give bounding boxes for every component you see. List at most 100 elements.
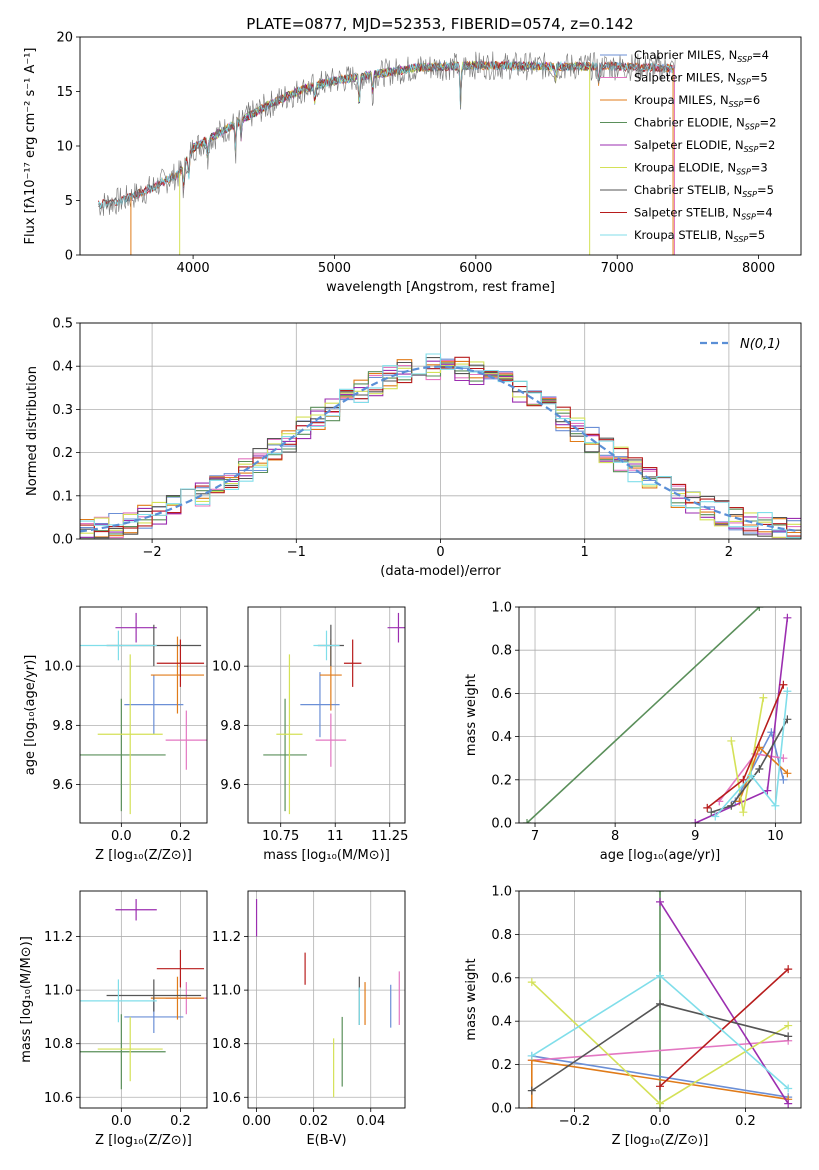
weight-marker-chabrier_elodie	[656, 891, 664, 895]
plot-area	[80, 612, 207, 815]
x-tick-label: 5000	[318, 261, 351, 276]
model-line-chabrier_stelib	[98, 60, 674, 210]
errorbar-salpeter_miles	[315, 713, 347, 767]
legend-label-kroupa_elodie: Kroupa ELODIE, NSSP=3	[634, 161, 768, 177]
y-axis-label: mass weight	[464, 958, 479, 1040]
y-axis-label: mass weight	[464, 674, 479, 756]
axes-frame	[79, 606, 208, 824]
legend-label-normal: N(0,1)	[740, 337, 781, 352]
weight-marker-salpeter_stelib	[703, 803, 712, 812]
plot-area	[527, 891, 793, 1108]
x-axis-label: age [log₁₀(age/yr)]	[600, 848, 721, 863]
weight-marker-kroupa_stelib	[784, 1084, 793, 1093]
legend-label-chabrier_elodie: Chabrier ELODIE, NSSP=2	[634, 116, 776, 132]
panel-mass_vs_z: 0.0 0.2 10.6 10.8 11.0 11.2 Z [log₁₀(Z/Z⊙)] mas…	[19, 890, 208, 1148]
axes-frame	[247, 890, 406, 1109]
x-tick-label: 8	[611, 829, 619, 844]
y-tick-label: 0.8	[491, 928, 512, 943]
weight-line-chabrier_miles	[531, 1055, 789, 1098]
weight-marker-kroupa_stelib	[527, 1051, 536, 1060]
legend: Chabrier MILES, NSSP=4 Salpeter MILES, NS…	[600, 48, 776, 244]
y-axis-label: Flux [fλ10⁻¹⁷ erg cm⁻² s⁻¹ A⁻¹]	[23, 48, 38, 245]
weight-marker-salpeter_stelib	[656, 1082, 664, 1091]
errorbar-salpeter_miles	[165, 710, 207, 770]
plot-area	[255, 899, 400, 1098]
panel-residuals: −2 −1 0 1 2 0.0 0.1 0.2 0.3 0.4 0.5 (data-model)/er…	[25, 317, 802, 579]
x-tick-label: 0.2	[170, 1114, 191, 1129]
errorbar-salpeter_elodie	[115, 612, 157, 643]
x-tick-label: −0.2	[559, 1114, 591, 1129]
plot-area	[523, 607, 792, 823]
x-axis-label: mass [log₁₀(M/M⊙)]	[263, 848, 390, 863]
weight-marker-kroupa_stelib	[747, 771, 756, 780]
x-tick-label: 7	[531, 829, 539, 844]
legend-label-kroupa_stelib: Kroupa STELIB, NSSP=5	[634, 228, 765, 244]
weight-marker-chabrier_stelib	[656, 999, 664, 1008]
weight-marker-chabrier_stelib	[755, 765, 764, 773]
x-tick-label: 4000	[177, 261, 210, 276]
y-tick-label: 11.0	[212, 984, 241, 999]
weight-marker-salpeter_elodie	[656, 897, 664, 906]
y-tick-label: 10.8	[212, 1037, 241, 1052]
y-tick-label: 0.8	[491, 644, 512, 659]
x-tick-label: 10.75	[262, 829, 299, 844]
x-tick-label: 9	[691, 829, 699, 844]
weight-marker-kroupa_stelib	[771, 801, 780, 810]
y-tick-label: 0.4	[491, 1015, 512, 1030]
legend-label-salpeter_stelib: Salpeter STELIB, NSSP=4	[634, 206, 773, 222]
y-tick-label: 0.0	[491, 817, 512, 832]
y-tick-label: 0.4	[491, 730, 512, 745]
weight-marker-kroupa_elodie	[527, 978, 536, 987]
figure-title: PLATE=0877, MJD=52353, FIBERID=0574, z=0…	[246, 15, 633, 33]
y-tick-label: 0.2	[491, 773, 512, 788]
y-tick-label: 9.8	[52, 719, 73, 734]
weight-marker-chabrier_elodie	[523, 819, 532, 823]
legend: N(0,1)	[700, 337, 781, 352]
errorbar-salpeter_stelib	[343, 639, 362, 687]
errorbar-salpeter_stelib	[156, 639, 205, 687]
plot-area	[98, 51, 676, 255]
weight-line-salpeter_miles	[531, 1039, 789, 1062]
x-tick-label: 8000	[742, 261, 775, 276]
legend-label-salpeter_miles: Salpeter MILES, NSSP=5	[634, 71, 768, 87]
weight-marker-salpeter_elodie	[783, 613, 792, 622]
weight-marker-kroupa_elodie	[739, 808, 748, 817]
x-tick-label: 0	[436, 545, 444, 560]
weight-marker-salpeter_stelib	[779, 680, 788, 689]
x-tick-label: 2	[725, 545, 733, 560]
weight-marker-kroupa_miles	[527, 1104, 536, 1108]
x-tick-label: 1	[581, 545, 589, 560]
normal-curve	[80, 365, 799, 533]
weight-marker-kroupa_elodie	[784, 1021, 793, 1030]
plot-area	[80, 353, 801, 539]
axes-frame	[79, 36, 802, 256]
x-tick-label: 0.0	[111, 829, 132, 844]
weight-marker-chabrier_miles	[779, 775, 788, 784]
grid	[80, 607, 207, 823]
axes-frame	[79, 322, 802, 540]
weight-marker-salpeter_elodie	[763, 786, 772, 795]
panel-age_vs_z: 0.0 0.2 9.6 9.8 10.0 Z [log₁₀(Z/Z⊙)] age [log₁…	[23, 606, 208, 863]
x-axis-label: wavelength [Angstrom, rest frame]	[326, 280, 555, 295]
axes-frame	[79, 890, 208, 1109]
x-tick-label: 0.2	[170, 829, 191, 844]
plot-area	[263, 612, 405, 815]
model-line-kroupa_stelib	[98, 60, 674, 209]
legend-label-chabrier_stelib: Chabrier STELIB, NSSP=5	[634, 183, 774, 199]
weight-marker-chabrier_elodie	[755, 607, 764, 611]
y-tick-label: 0.6	[491, 971, 512, 986]
model-line-chabrier_miles	[127, 60, 675, 202]
x-axis-label: Z [log₁₀(Z/Z⊙)]	[612, 1133, 709, 1148]
errorbar-chabrier_elodie	[80, 1014, 166, 1090]
axes-frame	[518, 890, 802, 1109]
weight-marker-kroupa_stelib	[783, 687, 792, 696]
grid	[248, 891, 405, 1108]
data-spectrum-line	[98, 51, 676, 216]
x-tick-label: 11	[327, 829, 344, 844]
y-tick-label: 11.2	[212, 930, 241, 945]
y-tick-label: 0.0	[52, 533, 73, 548]
x-tick-label: 10	[767, 829, 784, 844]
y-tick-label: 1.0	[491, 885, 512, 900]
errorbar-chabrier_miles	[300, 672, 340, 738]
y-tick-label: 0.2	[52, 446, 73, 461]
